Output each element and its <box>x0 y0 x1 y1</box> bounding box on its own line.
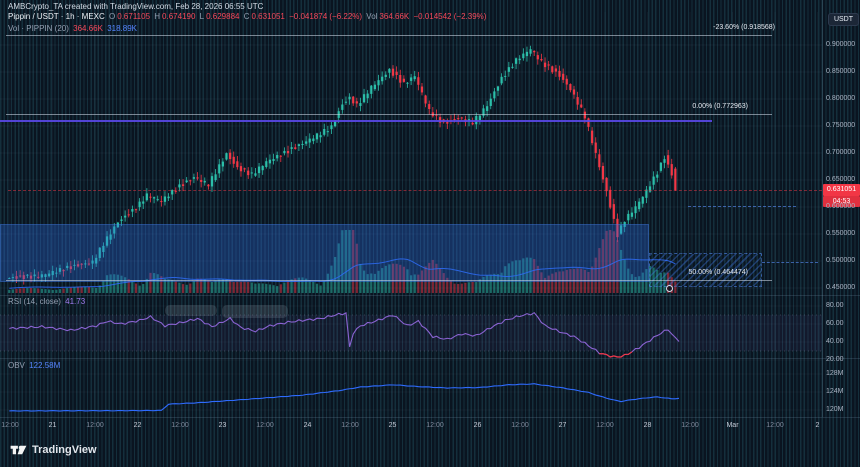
volume-label: Vol <box>366 12 378 21</box>
bar-countdown-badge: 04:53 <box>823 196 860 208</box>
open-label: O <box>109 12 116 21</box>
fib-label-mid: 50.00% (0.464474) <box>688 269 748 277</box>
tradingview-logo[interactable]: TradingView <box>10 444 97 456</box>
obv-indicator-row[interactable]: OBV 122.58M <box>8 361 62 370</box>
axis-label: 20.00 <box>826 356 844 363</box>
time-axis-label: 12:00 <box>766 422 784 429</box>
volume-value: 364.66K <box>379 12 410 21</box>
axis-label: 60.00 <box>826 320 844 327</box>
projected-zone-box[interactable] <box>648 252 762 287</box>
time-axis-label: 12:00 <box>511 422 529 429</box>
axis-label: 0.600000 <box>826 203 856 210</box>
time-axis[interactable]: 12:00 21 12:00 22 12:00 23 12:00 24 12:00 25 12:00… <box>0 418 822 434</box>
rsi-label: RSI (14, close) <box>8 297 61 306</box>
tradingview-logo-icon <box>10 445 27 455</box>
time-axis-label: 12:00 <box>426 422 444 429</box>
time-axis-label: 12:00 <box>86 422 104 429</box>
volume-series <box>8 230 677 293</box>
rsi-indicator-row[interactable]: RSI (14, close) 41.73 <box>8 297 87 306</box>
fib-line-zero[interactable] <box>6 113 772 115</box>
volume-change-value: −0.014542 (−2.39%) <box>413 12 487 21</box>
volume-indicator-label: Vol · PIPPIN (20) <box>8 24 69 33</box>
axis-label: 128M <box>826 370 844 377</box>
grid-lines <box>0 12 822 417</box>
obv-label: OBV <box>8 361 25 370</box>
fib-line-mid[interactable] <box>6 280 772 282</box>
time-axis-label: 24 <box>303 422 312 429</box>
close-value: 0.631051 <box>251 12 285 21</box>
time-axis-label: 22 <box>133 422 142 429</box>
fib-label-zero: 0.00% (0.772963) <box>692 102 748 110</box>
time-axis-label: 12:00 <box>1 422 19 429</box>
candle-series <box>8 45 677 285</box>
symbol-title: Pippin / USDT · 1h · MEXC <box>8 12 105 21</box>
rsi-value: 41.73 <box>65 297 86 306</box>
axis-label: 0.500000 <box>826 257 856 264</box>
time-axis-label: 26 <box>473 422 482 429</box>
pane-separator[interactable] <box>0 295 860 296</box>
low-label: L <box>199 12 205 21</box>
time-axis-label: 27 <box>558 422 567 429</box>
purple-trend-line[interactable] <box>0 120 712 123</box>
price-axis[interactable]: 0.631051 04:53 0.900000 0.850000 0.800000 0… <box>823 0 860 417</box>
time-axis-label: 28 <box>643 422 652 429</box>
axis-label: 124M <box>826 388 844 395</box>
symbol-legend-row[interactable]: Pippin / USDT · 1h · MEXC O 0.671105 H 0.6… <box>8 12 488 21</box>
time-axis-label: 25 <box>388 422 397 429</box>
volume-ma1-value: 364.66K <box>73 24 103 33</box>
rsi-highlight-band <box>222 305 288 318</box>
time-axis-label: 2 <box>815 422 820 429</box>
axis-label: 0.850000 <box>826 68 856 75</box>
obv-line <box>9 383 680 412</box>
axis-label: 0.450000 <box>826 284 856 291</box>
volume-ma-line <box>9 258 676 289</box>
time-axis-label: 21 <box>48 422 57 429</box>
time-axis-label: 12:00 <box>171 422 189 429</box>
axis-label: 0.750000 <box>826 122 856 129</box>
axis-separator <box>822 0 823 417</box>
attribution-text: AMBCrypto_TA created with TradingView.co… <box>8 2 264 11</box>
fib-label-ext: -23.60% (0.918568) <box>713 23 775 31</box>
dashed-level-line-2[interactable] <box>762 262 818 264</box>
currency-toggle[interactable]: USDT <box>827 13 859 26</box>
axis-label: 40.00 <box>826 338 844 345</box>
axis-label: 120M <box>826 406 844 413</box>
axis-label: 0.550000 <box>826 230 856 237</box>
axis-label: 0.700000 <box>826 149 856 156</box>
close-label: C <box>243 12 250 21</box>
volume-indicator-row[interactable]: Vol · PIPPIN (20) 364.66K 318.89K <box>8 24 139 33</box>
time-axis-label: 12:00 <box>681 422 699 429</box>
rsi-line <box>9 311 680 358</box>
open-value: 0.671105 <box>117 12 151 21</box>
time-axis-label: 12:00 <box>341 422 359 429</box>
last-price-line <box>8 190 822 192</box>
axis-separator <box>0 417 860 418</box>
change-value: −0.041874 (−6.22%) <box>289 12 363 21</box>
obv-value: 122.58M <box>29 361 61 370</box>
drawing-anchor[interactable] <box>666 285 673 292</box>
rsi-band <box>0 314 822 352</box>
tradingview-logo-text: TradingView <box>32 444 97 456</box>
last-price-badge: 0.631051 <box>823 184 860 197</box>
time-axis-label: Mar <box>726 422 739 429</box>
axis-label: 0.900000 <box>826 41 856 48</box>
pane-separator[interactable] <box>0 358 860 359</box>
demand-zone-box[interactable] <box>0 224 649 282</box>
volume-ma2-value: 318.89K <box>107 24 138 33</box>
low-value: 0.629884 <box>206 12 240 21</box>
time-axis-label: 12:00 <box>596 422 614 429</box>
axis-label: 0.650000 <box>826 176 856 183</box>
high-label: H <box>154 12 161 21</box>
fib-line-ext[interactable] <box>6 34 772 36</box>
rsi-highlight-band <box>165 305 217 316</box>
axis-label: 0.800000 <box>826 95 856 102</box>
dashed-level-line-1[interactable] <box>688 205 796 207</box>
high-value: 0.674190 <box>162 12 196 21</box>
time-axis-label: 12:00 <box>256 422 274 429</box>
axis-label: 80.00 <box>826 302 844 309</box>
time-axis-label: 23 <box>218 422 227 429</box>
